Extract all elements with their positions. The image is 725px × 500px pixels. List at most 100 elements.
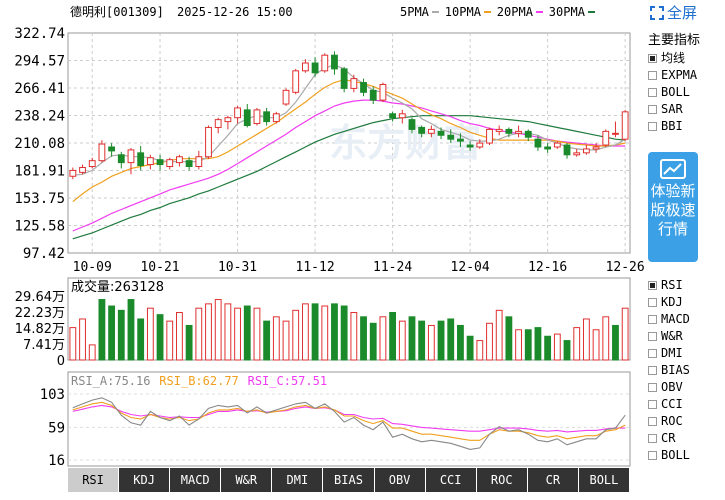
sub-indicator-boll[interactable]: BOLL xyxy=(648,447,690,464)
checkbox[interactable] xyxy=(648,315,657,324)
candle xyxy=(195,150,203,170)
fullscreen-button[interactable]: 全屏 xyxy=(650,2,697,23)
checkbox[interactable] xyxy=(648,400,657,409)
candle-body xyxy=(79,166,86,173)
volume-bar xyxy=(379,316,387,361)
ma-legend-10pma: 10PMA xyxy=(445,3,491,21)
checkbox[interactable] xyxy=(648,417,657,426)
candle xyxy=(108,143,116,157)
volume-bar xyxy=(282,320,290,361)
sub-indicator-roc[interactable]: ROC xyxy=(648,413,683,430)
candle-body xyxy=(582,148,590,154)
sub-indicator-bias[interactable]: BIAS xyxy=(648,362,690,379)
tab-cr[interactable]: CR xyxy=(527,468,578,492)
tab-obv[interactable]: OBV xyxy=(374,468,425,492)
new-version-promo[interactable]: 体验新版极速行情 xyxy=(648,152,698,262)
sub-indicator-wr[interactable]: W&R xyxy=(648,328,683,345)
checkbox[interactable] xyxy=(648,349,657,358)
checkbox[interactable] xyxy=(648,298,657,307)
candle-body xyxy=(515,130,522,134)
price-tick-label: 238.24 xyxy=(14,109,65,125)
candle xyxy=(321,53,329,73)
volume-bar xyxy=(156,314,164,361)
candle xyxy=(544,143,552,153)
candle-body xyxy=(408,119,416,130)
candle-body xyxy=(195,156,203,168)
candle xyxy=(486,127,493,146)
stock-title: 德明利[001309] xyxy=(70,5,164,19)
candle xyxy=(98,140,106,163)
tab-boll[interactable]: BOLL xyxy=(578,468,629,492)
option-label: MACD xyxy=(661,312,690,326)
tab-cci[interactable]: CCI xyxy=(425,468,476,492)
tab-roc[interactable]: ROC xyxy=(476,468,527,492)
main-indicator-sar[interactable]: SAR xyxy=(648,101,683,118)
option-label: RSI xyxy=(661,278,683,292)
candle xyxy=(418,125,426,138)
checkbox[interactable] xyxy=(648,434,657,443)
option-label: EXPMA xyxy=(661,68,698,82)
sub-indicator-macd[interactable]: MACD xyxy=(648,311,690,328)
checkbox[interactable] xyxy=(648,54,657,63)
tab-rsi[interactable]: RSI xyxy=(68,468,119,492)
sub-indicator-cr[interactable]: CR xyxy=(648,430,675,447)
sub-indicator-dmi[interactable]: DMI xyxy=(648,345,683,362)
volume-tick-label: 29.64万 xyxy=(15,290,65,305)
candle-body xyxy=(214,119,222,128)
price-tick-label: 153.75 xyxy=(14,191,65,207)
price-tick-label: 294.57 xyxy=(14,54,65,70)
candle xyxy=(205,125,212,159)
candle-body xyxy=(486,128,493,144)
tab-dmi[interactable]: DMI xyxy=(272,468,323,492)
candle xyxy=(301,59,309,73)
volume-bar xyxy=(253,307,261,361)
main-indicator-boll[interactable]: BOLL xyxy=(648,84,690,101)
tab-bias[interactable]: BIAS xyxy=(323,468,374,492)
rsi-legend: RSI_B:62.77 xyxy=(159,374,238,388)
candle xyxy=(427,125,435,138)
option-label: BOLL xyxy=(661,85,690,99)
candle-body xyxy=(69,169,77,177)
rsi-panel-frame xyxy=(67,371,631,467)
checkbox[interactable] xyxy=(648,122,657,131)
checkbox[interactable] xyxy=(648,366,657,375)
candle xyxy=(466,141,474,151)
volume-bar xyxy=(205,303,212,361)
option-label: OBV xyxy=(661,380,683,394)
price-tick-label: 322.74 xyxy=(14,26,65,42)
volume-bar xyxy=(127,299,135,361)
volume-bar xyxy=(98,299,106,361)
candle-body xyxy=(253,109,261,125)
price-tick-label: 210.08 xyxy=(14,136,65,152)
main-indicator-bbi[interactable]: BBI xyxy=(648,118,683,135)
volume-bar xyxy=(360,316,367,361)
candle xyxy=(224,115,232,130)
checkbox[interactable] xyxy=(648,105,657,114)
volume-bar xyxy=(263,320,271,361)
checkbox[interactable] xyxy=(648,383,657,392)
candle-body xyxy=(495,128,503,132)
candle-body xyxy=(166,159,174,168)
checkbox[interactable] xyxy=(648,88,657,97)
main-indicators-title: 主要指标 xyxy=(648,33,701,48)
main-indicator-expma[interactable]: EXPMA xyxy=(648,67,697,84)
tab-wr[interactable]: W&R xyxy=(221,468,272,492)
tab-kdj[interactable]: KDJ xyxy=(119,468,170,492)
volume-bar xyxy=(350,311,358,361)
checkbox[interactable] xyxy=(648,332,657,341)
ma-legend-label: 10PMA xyxy=(444,5,481,19)
sub-indicator-cci[interactable]: CCI xyxy=(648,396,683,413)
candle-body xyxy=(108,146,116,152)
main-indicator-[interactable]: 均线 xyxy=(648,50,685,67)
volume-bar xyxy=(272,316,280,361)
checkbox[interactable] xyxy=(648,71,657,80)
tab-macd[interactable]: MACD xyxy=(170,468,221,492)
volume-bar xyxy=(573,327,581,361)
ma-line-5pma xyxy=(72,64,626,176)
sub-indicator-obv[interactable]: OBV xyxy=(648,379,683,396)
candle xyxy=(398,109,406,124)
sub-indicator-rsi[interactable]: RSI xyxy=(648,277,683,294)
checkbox[interactable] xyxy=(648,281,657,290)
sub-indicator-kdj[interactable]: KDJ xyxy=(648,294,683,311)
checkbox[interactable] xyxy=(648,451,657,460)
